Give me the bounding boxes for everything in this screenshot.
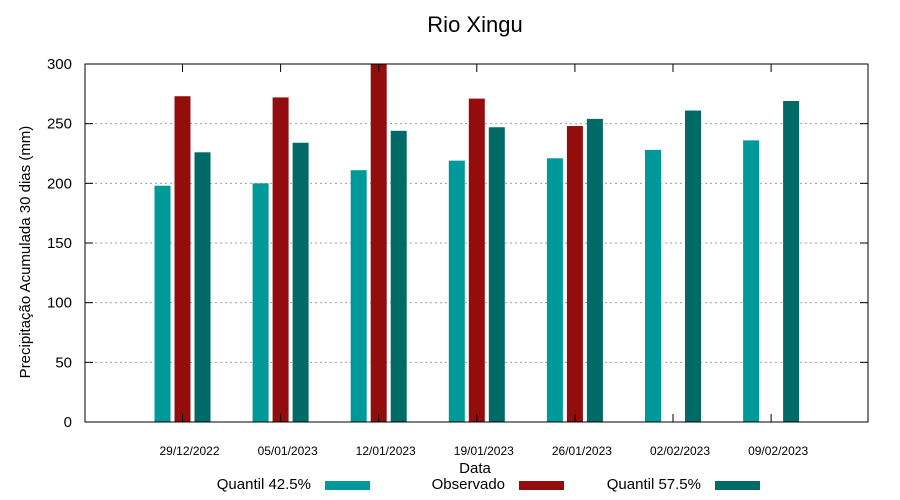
- y-tick-label: 150: [47, 235, 72, 252]
- bar-quantil-57-5-: [586, 118, 603, 422]
- bar-quantil-57-5-: [783, 100, 800, 422]
- bar-observado: [272, 97, 289, 422]
- bar-quantil-42-5-: [448, 160, 465, 422]
- legend-swatch: [519, 481, 564, 490]
- x-tick-label: 26/01/2023: [552, 444, 612, 458]
- bar-observado: [370, 64, 387, 422]
- bar-observado: [174, 96, 191, 422]
- y-tick-label: 250: [47, 116, 72, 133]
- y-tick-label: 50: [55, 354, 72, 371]
- legend-swatch: [325, 481, 370, 490]
- chart-title: Rio Xingu: [427, 12, 522, 37]
- legend-swatch: [715, 481, 760, 490]
- x-tick-label: 12/01/2023: [356, 444, 416, 458]
- y-tick-label: 200: [47, 175, 72, 192]
- bar-quantil-42-5-: [252, 183, 269, 422]
- bar-quantil-57-5-: [194, 152, 211, 422]
- y-axis-label: Precipitação Acumulada 30 dias (mm): [17, 126, 34, 379]
- bar-quantil-42-5-: [645, 149, 661, 423]
- y-tick-label: 100: [47, 295, 72, 312]
- legend-label: Quantil 57.5%: [607, 476, 701, 493]
- bar-observado: [468, 98, 485, 423]
- bar-quantil-42-5-: [743, 140, 760, 422]
- bar-quantil-42-5-: [350, 170, 367, 422]
- bar-quantil-42-5-: [546, 158, 563, 423]
- bar-observado: [566, 126, 583, 422]
- bar-quantil-57-5-: [685, 110, 701, 422]
- x-tick-label: 05/01/2023: [258, 444, 318, 458]
- x-tick-label: 29/12/2022: [159, 444, 219, 458]
- y-tick-label: 300: [47, 56, 72, 73]
- x-axis-label: Data: [459, 460, 491, 477]
- x-tick-label: 02/02/2023: [650, 444, 710, 458]
- bar-quantil-42-5-: [154, 185, 171, 422]
- x-tick-label: 19/01/2023: [454, 444, 514, 458]
- y-tick-label: 0: [64, 414, 72, 431]
- x-tick-label: 09/02/2023: [748, 444, 808, 458]
- bar-quantil-57-5-: [390, 130, 407, 422]
- bar-quantil-57-5-: [488, 127, 505, 422]
- legend-label: Quantil 42.5%: [217, 476, 311, 493]
- legend-label: Observado: [432, 476, 505, 493]
- bar-quantil-57-5-: [292, 142, 309, 422]
